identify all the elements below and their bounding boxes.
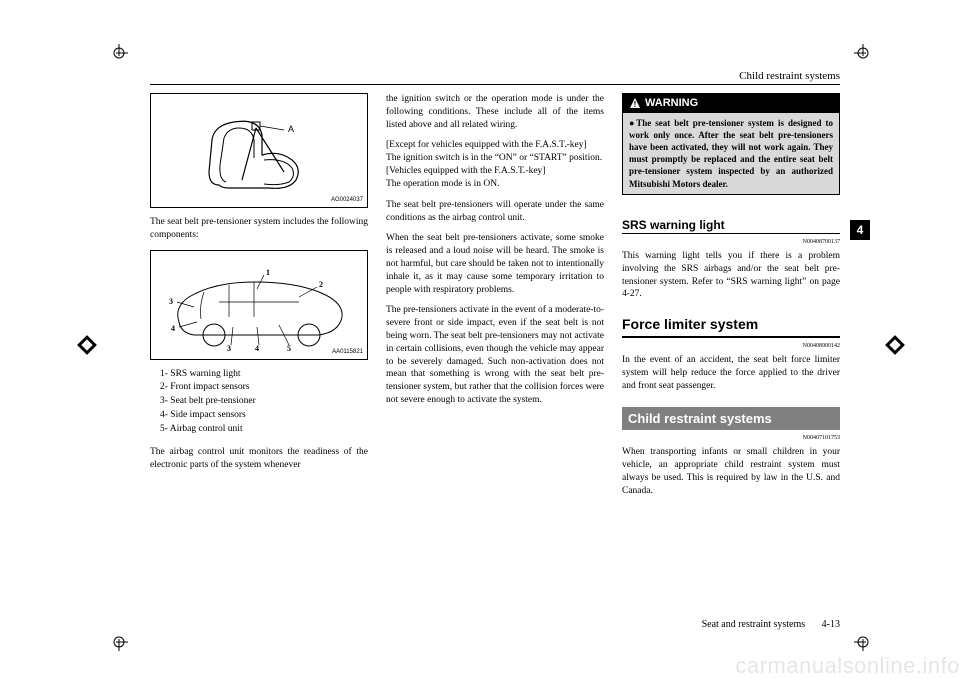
warning-heading: ! WARNING (623, 94, 839, 113)
ref-code: N00407101753 (622, 434, 840, 442)
svg-text:5: 5 (287, 344, 291, 352)
register-mark (77, 335, 97, 355)
body-text: The seat belt pre-tensioners will operat… (386, 199, 604, 225)
svg-text:3: 3 (227, 344, 231, 352)
body-text: In the event of an accident, the seat be… (622, 354, 840, 392)
header-rule (150, 84, 840, 85)
column-3: ! WARNING ●The seat belt pre-tensioner s… (622, 93, 840, 583)
page-footer: Seat and restraint systems 4-13 (702, 619, 840, 630)
ref-code: N00408700137 (622, 238, 840, 246)
warning-box: ! WARNING ●The seat belt pre-tensioner s… (622, 93, 840, 195)
crop-mark (854, 44, 872, 62)
svg-text:1: 1 (266, 268, 270, 277)
chapter-tab: 4 (850, 220, 870, 240)
legend-item: 1- SRS warning light (160, 368, 368, 381)
column-2: the ignition switch or the operation mod… (386, 93, 604, 583)
heading-force-limiter: Force limiter system (622, 315, 840, 338)
crop-mark (854, 633, 872, 651)
body-text: This warning light tells you if there is… (622, 250, 840, 301)
body-text: When transporting infants or small child… (622, 446, 840, 497)
body-text: The ignition switch is in the “ON” or “S… (386, 152, 604, 165)
heading-srs: SRS warning light (622, 217, 840, 234)
fig1-label-A: A (288, 124, 294, 134)
register-mark (885, 335, 905, 355)
body-text: [Except for vehicles equipped with the F… (386, 139, 604, 152)
body-text: the ignition switch or the operation mod… (386, 93, 604, 131)
figure-code: AA0115821 (332, 348, 363, 356)
body-text: The operation mode is in ON. (386, 178, 604, 191)
figure-seat-belt: A AG0024037 (150, 93, 368, 208)
legend-item: 3- Seat belt pre-tensioner (160, 395, 368, 408)
svg-text:4: 4 (255, 344, 259, 352)
warning-label: WARNING (645, 96, 698, 111)
crop-mark (110, 633, 128, 651)
figure-code: AG0024037 (331, 196, 363, 204)
legend-item: 2- Front impact sensors (160, 381, 368, 394)
column-1: A AG0024037 The seat belt pre-tensioner … (150, 93, 368, 583)
svg-text:3: 3 (169, 297, 173, 306)
heading-child-restraint: Child restraint systems (622, 407, 840, 431)
ref-code: N00408900142 (622, 342, 840, 350)
legend-item: 4- Side impact sensors (160, 409, 368, 422)
figure-legend: 1- SRS warning light 2- Front impact sen… (150, 368, 368, 436)
body-text: The seat belt pre-tensioner system inclu… (150, 216, 368, 242)
page-header: Child restraint systems (150, 70, 840, 82)
warning-body: ●The seat belt pre-tensioner system is d… (623, 113, 839, 194)
body-text: The airbag control unit monitors the rea… (150, 446, 368, 472)
legend-item: 5- Airbag control unit (160, 423, 368, 436)
footer-section: Seat and restraint systems (702, 619, 806, 630)
svg-text:4: 4 (171, 324, 175, 333)
crop-mark (110, 44, 128, 62)
svg-text:!: ! (634, 100, 637, 109)
figure-components: 1 2 3 3 4 4 5 AA0115821 (150, 250, 368, 360)
footer-page-number: 4-13 (822, 619, 840, 630)
warning-icon: ! (629, 97, 641, 109)
svg-text:2: 2 (319, 280, 323, 289)
body-text: [Vehicles equipped with the F.A.S.T.-key… (386, 165, 604, 178)
body-text: The pre-tensioners activate in the event… (386, 304, 604, 407)
watermark: carmanualsonline.info (735, 653, 960, 679)
body-text: When the seat belt pre-tensioners activa… (386, 232, 604, 296)
